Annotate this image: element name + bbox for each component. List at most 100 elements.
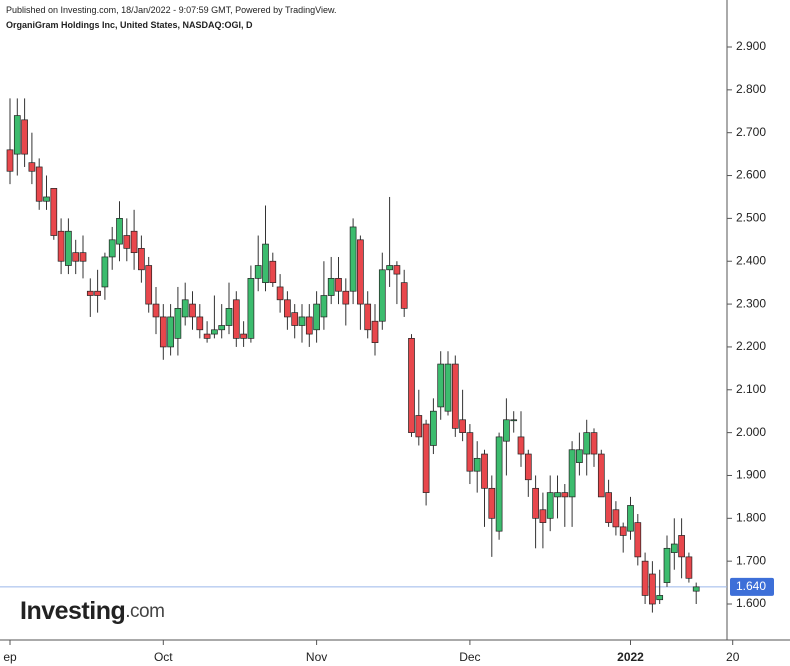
candle-body: [430, 410, 437, 446]
candle-body: [130, 230, 138, 254]
candle-body: [218, 325, 226, 331]
candle-body: [576, 449, 583, 463]
candle-body: [554, 492, 561, 498]
x-tick-label: Dec: [459, 650, 480, 664]
y-tick-label: 2.300: [736, 296, 766, 310]
y-tick-label: 2.600: [736, 168, 766, 182]
candle-body: [605, 492, 612, 523]
candle-body: [254, 265, 262, 279]
candle-body: [159, 316, 167, 348]
candle-body: [532, 487, 539, 519]
candle-body: [400, 282, 408, 309]
candle-body: [692, 586, 700, 592]
candle-body: [240, 333, 247, 339]
candle-body: [451, 363, 459, 429]
candle-body: [561, 492, 569, 498]
x-tick-label: Nov: [306, 650, 327, 664]
candle-body: [612, 509, 620, 528]
candle-body: [57, 230, 65, 262]
candle-body: [481, 453, 488, 489]
candle-body: [203, 333, 211, 339]
y-tick-label: 2.500: [736, 211, 766, 225]
candle-body: [43, 196, 50, 202]
candle-body: [495, 436, 503, 532]
y-tick-label: 1.700: [736, 553, 766, 567]
candle-body: [181, 299, 189, 318]
candle-body: [28, 162, 36, 172]
y-tick-label: 1.900: [736, 468, 766, 482]
candle-body: [72, 252, 80, 262]
candle-body: [247, 278, 255, 339]
candle-body: [313, 303, 320, 331]
candle-body: [422, 423, 430, 493]
candle-body: [276, 286, 284, 301]
candle-body: [488, 487, 496, 519]
candle-body: [225, 308, 233, 326]
watermark-suffix: .com: [125, 601, 164, 622]
x-tick-label: 20: [726, 650, 740, 664]
x-tick-label: ep: [3, 650, 17, 664]
candle-body: [65, 230, 72, 266]
candle-body: [284, 299, 291, 318]
candle-body: [503, 419, 510, 442]
y-tick-label: 2.200: [736, 339, 766, 353]
candle-body: [408, 338, 415, 433]
candle-body: [232, 299, 240, 339]
candle-body: [145, 265, 153, 305]
candle-body: [437, 363, 445, 408]
candle-body: [21, 119, 28, 155]
candle-body: [634, 522, 642, 558]
candle-body: [291, 312, 299, 326]
candle-body: [320, 295, 328, 318]
candle-body: [466, 432, 474, 472]
price-label: 1.640: [736, 579, 766, 593]
candle-body: [335, 278, 342, 292]
candle-body: [327, 278, 335, 296]
watermark-main: Investing: [20, 597, 125, 625]
candle-body: [211, 329, 218, 335]
candle-body: [152, 303, 160, 318]
candle-body: [678, 535, 685, 558]
candle-body: [50, 188, 58, 236]
candle-body: [524, 453, 532, 481]
y-tick-label: 2.700: [736, 125, 766, 139]
candle-body: [342, 290, 350, 305]
candle-body: [262, 243, 269, 284]
candle-body: [269, 260, 277, 284]
candle-body: [86, 290, 94, 296]
candle-body: [13, 115, 21, 155]
candle-body: [378, 269, 386, 322]
y-tick-label: 1.600: [736, 596, 766, 610]
candle-body: [79, 252, 87, 262]
candle-body: [685, 556, 693, 579]
candle-body: [663, 547, 671, 583]
candle-body: [415, 415, 423, 438]
candle-body: [94, 290, 101, 296]
candle-body: [510, 419, 518, 422]
candle-body: [641, 560, 649, 596]
candle-body: [364, 303, 372, 331]
candle-body: [627, 505, 634, 532]
candle-body: [371, 320, 379, 343]
candle-body: [386, 265, 393, 271]
x-tick-label: 2022: [617, 650, 644, 664]
candle-body: [35, 166, 43, 202]
published-note: Published on Investing.com, 18/Jan/2022 …: [6, 5, 337, 15]
candle-body: [101, 256, 109, 288]
y-tick-label: 2.000: [736, 425, 766, 439]
watermark-logo: Investing.com: [20, 597, 164, 625]
candle-body: [583, 432, 591, 455]
candle-body: [189, 303, 196, 318]
candle-body: [590, 432, 598, 455]
candle-body: [357, 239, 364, 305]
y-tick-label: 2.100: [736, 382, 766, 396]
candle-body: [174, 308, 182, 339]
candle-body: [517, 436, 525, 455]
y-tick-label: 2.900: [736, 39, 766, 53]
y-tick-label: 1.800: [736, 510, 766, 524]
candle-body: [568, 449, 576, 498]
candle-body: [459, 419, 466, 433]
candle-body: [473, 457, 481, 472]
candle-body: [6, 149, 14, 172]
